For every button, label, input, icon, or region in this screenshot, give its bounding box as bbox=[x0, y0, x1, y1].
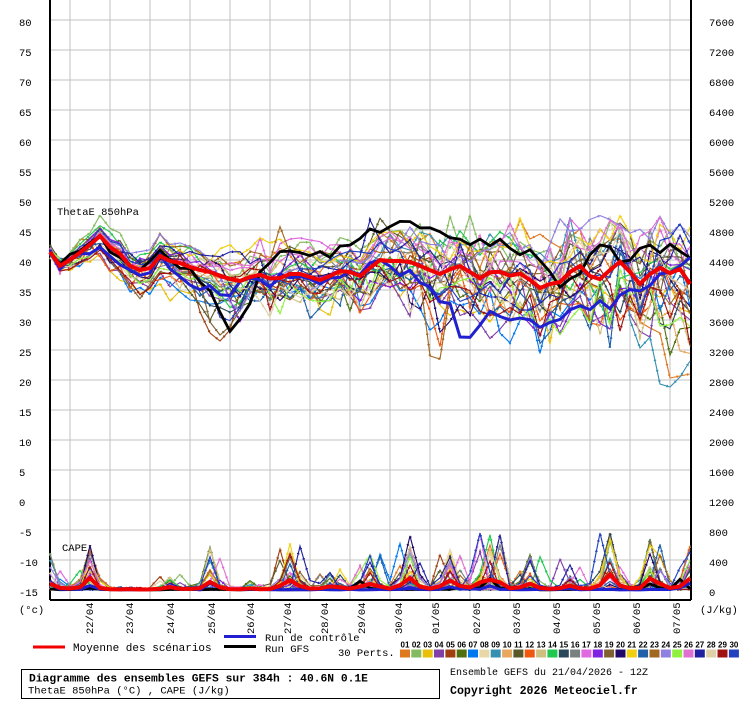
svg-text:40: 40 bbox=[19, 258, 32, 270]
svg-text:55: 55 bbox=[19, 168, 32, 180]
svg-text:30: 30 bbox=[729, 641, 738, 650]
svg-text:6800: 6800 bbox=[709, 78, 734, 90]
svg-text:24: 24 bbox=[661, 641, 670, 650]
svg-text:Run GFS: Run GFS bbox=[265, 644, 309, 656]
svg-text:3600: 3600 bbox=[709, 318, 734, 330]
svg-text:(J/kg): (J/kg) bbox=[700, 605, 738, 617]
svg-text:45: 45 bbox=[19, 228, 32, 240]
svg-text:2800: 2800 bbox=[709, 378, 734, 390]
svg-text:50: 50 bbox=[19, 198, 32, 210]
svg-text:07: 07 bbox=[469, 641, 478, 650]
svg-text:7600: 7600 bbox=[709, 18, 734, 30]
svg-text:0: 0 bbox=[709, 588, 715, 600]
svg-text:(°c): (°c) bbox=[19, 605, 44, 617]
svg-text:5: 5 bbox=[19, 468, 25, 480]
svg-text:21: 21 bbox=[627, 641, 636, 650]
svg-text:04/05: 04/05 bbox=[552, 602, 564, 634]
svg-text:2400: 2400 bbox=[709, 408, 734, 420]
svg-text:0: 0 bbox=[19, 498, 25, 510]
svg-text:ThetaE 850hPa: ThetaE 850hPa bbox=[57, 207, 139, 219]
svg-text:Run de contrôle: Run de contrôle bbox=[265, 633, 360, 645]
svg-text:4000: 4000 bbox=[709, 288, 734, 300]
svg-text:06/05: 06/05 bbox=[632, 602, 644, 634]
svg-text:20: 20 bbox=[616, 641, 625, 650]
svg-text:05: 05 bbox=[446, 641, 455, 650]
svg-text:26/04: 26/04 bbox=[246, 602, 258, 634]
svg-text:08: 08 bbox=[480, 641, 489, 650]
svg-text:Copyright 2026 Meteociel.fr: Copyright 2026 Meteociel.fr bbox=[450, 685, 638, 698]
svg-text:ThetaE 850hPa (°C) , CAPE (J/k: ThetaE 850hPa (°C) , CAPE (J/kg) bbox=[28, 686, 230, 698]
svg-text:2000: 2000 bbox=[709, 438, 734, 450]
svg-text:19: 19 bbox=[605, 641, 614, 650]
svg-text:Ensemble GEFS du 21/04/2026 -: Ensemble GEFS du 21/04/2026 - 12Z bbox=[450, 667, 648, 679]
svg-text:18: 18 bbox=[593, 641, 602, 650]
svg-text:16: 16 bbox=[571, 641, 580, 650]
svg-text:15: 15 bbox=[559, 641, 568, 650]
svg-text:07/05: 07/05 bbox=[672, 602, 684, 634]
svg-text:27: 27 bbox=[695, 641, 704, 650]
svg-text:30/04: 30/04 bbox=[394, 602, 406, 634]
svg-text:29/04: 29/04 bbox=[357, 602, 369, 634]
svg-text:25/04: 25/04 bbox=[207, 602, 219, 634]
svg-text:75: 75 bbox=[19, 48, 32, 60]
svg-text:03/05: 03/05 bbox=[512, 602, 524, 634]
svg-text:24/04: 24/04 bbox=[166, 602, 178, 634]
svg-text:03: 03 bbox=[423, 641, 432, 650]
svg-text:11: 11 bbox=[514, 641, 523, 650]
svg-text:06: 06 bbox=[457, 641, 466, 650]
svg-text:27/04: 27/04 bbox=[283, 602, 295, 634]
svg-text:3200: 3200 bbox=[709, 348, 734, 360]
svg-text:4400: 4400 bbox=[709, 258, 734, 270]
svg-text:09: 09 bbox=[491, 641, 500, 650]
svg-text:6400: 6400 bbox=[709, 108, 734, 120]
svg-text:1600: 1600 bbox=[709, 468, 734, 480]
svg-text:800: 800 bbox=[709, 528, 728, 540]
svg-text:01/05: 01/05 bbox=[431, 602, 443, 634]
svg-text:26: 26 bbox=[684, 641, 693, 650]
svg-text:-10: -10 bbox=[19, 558, 38, 570]
svg-text:5200: 5200 bbox=[709, 198, 734, 210]
svg-text:20: 20 bbox=[19, 378, 32, 390]
svg-text:22: 22 bbox=[639, 641, 648, 650]
svg-text:10: 10 bbox=[19, 438, 32, 450]
svg-text:5600: 5600 bbox=[709, 168, 734, 180]
svg-text:35: 35 bbox=[19, 288, 32, 300]
svg-text:6000: 6000 bbox=[709, 138, 734, 150]
svg-text:-15: -15 bbox=[19, 588, 38, 600]
svg-text:60: 60 bbox=[19, 138, 32, 150]
svg-text:02: 02 bbox=[412, 641, 421, 650]
svg-text:80: 80 bbox=[19, 18, 32, 30]
svg-text:13: 13 bbox=[537, 641, 546, 650]
svg-text:1200: 1200 bbox=[709, 498, 734, 510]
svg-text:25: 25 bbox=[19, 348, 32, 360]
svg-text:Diagramme des ensembles GEFS s: Diagramme des ensembles GEFS sur 384h : … bbox=[29, 674, 368, 686]
svg-text:70: 70 bbox=[19, 78, 32, 90]
svg-text:14: 14 bbox=[548, 641, 557, 650]
svg-text:17: 17 bbox=[582, 641, 591, 650]
svg-text:65: 65 bbox=[19, 108, 32, 120]
svg-text:22/04: 22/04 bbox=[85, 602, 97, 634]
svg-text:01: 01 bbox=[401, 641, 410, 650]
svg-text:04: 04 bbox=[435, 641, 444, 650]
svg-text:05/05: 05/05 bbox=[592, 602, 604, 634]
svg-text:-5: -5 bbox=[19, 528, 32, 540]
svg-text:CAPE: CAPE bbox=[62, 543, 87, 555]
svg-text:15: 15 bbox=[19, 408, 32, 420]
svg-text:7200: 7200 bbox=[709, 48, 734, 60]
svg-text:400: 400 bbox=[709, 558, 728, 570]
svg-text:29: 29 bbox=[718, 641, 727, 650]
svg-text:30: 30 bbox=[19, 318, 32, 330]
svg-text:10: 10 bbox=[503, 641, 512, 650]
svg-text:02/05: 02/05 bbox=[472, 602, 484, 634]
svg-text:Moyenne des scénarios: Moyenne des scénarios bbox=[73, 643, 212, 655]
svg-text:4800: 4800 bbox=[709, 228, 734, 240]
svg-text:12: 12 bbox=[525, 641, 534, 650]
svg-text:23/04: 23/04 bbox=[125, 602, 137, 634]
svg-text:28/04: 28/04 bbox=[320, 602, 332, 634]
svg-text:25: 25 bbox=[673, 641, 682, 650]
svg-text:23: 23 bbox=[650, 641, 659, 650]
svg-text:28: 28 bbox=[707, 641, 716, 650]
svg-text:30 Perts.: 30 Perts. bbox=[338, 648, 395, 660]
